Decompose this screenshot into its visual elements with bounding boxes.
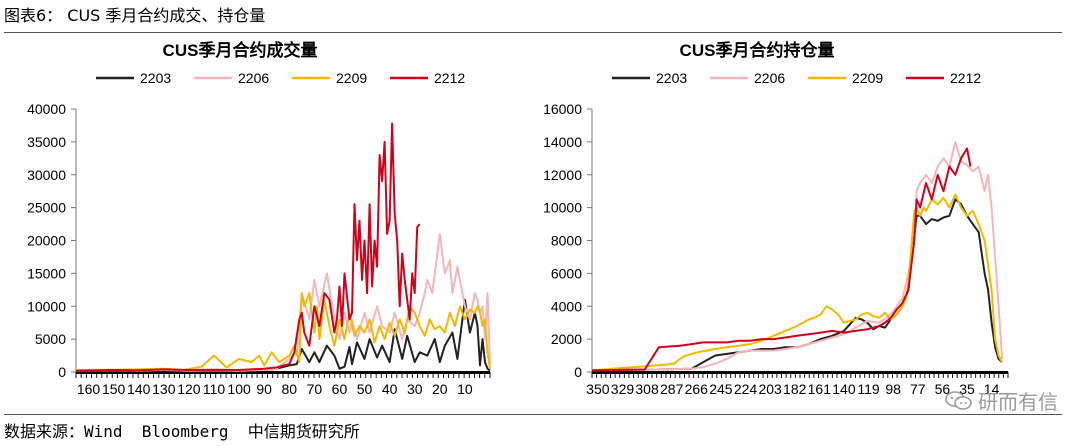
x-tick-label: 60 <box>332 381 348 397</box>
y-tick-label: 12000 <box>543 167 582 183</box>
top-rule <box>4 32 1062 33</box>
legend-label-2212: 2212 <box>950 70 981 86</box>
y-tick-label: 35000 <box>27 134 66 150</box>
x-tick-label: 160 <box>77 381 101 397</box>
chart-title: CUS季月合约成交量 <box>163 40 318 60</box>
x-tick-label: 80 <box>281 381 297 397</box>
x-tick-label: 10 <box>457 381 473 397</box>
legend-label-2206: 2206 <box>238 70 269 86</box>
source-note: 数据来源：Wind Bloomberg 中信期货研究所 <box>4 422 360 441</box>
x-tick-label: 350 <box>586 381 610 397</box>
y-tick-label: 25000 <box>27 200 66 216</box>
series-line-2209 <box>75 292 491 371</box>
legend-label-2203: 2203 <box>140 70 171 86</box>
x-tick-label: 224 <box>734 381 758 397</box>
y-tick-label: 0 <box>574 364 582 380</box>
x-tick-label: 98 <box>885 381 901 397</box>
legend-label-2206: 2206 <box>754 70 785 86</box>
x-tick-label: 130 <box>152 381 176 397</box>
y-tick-label: 20000 <box>27 233 66 249</box>
x-tick-label: 329 <box>611 381 635 397</box>
x-tick-label: 203 <box>758 381 782 397</box>
series-line-2206 <box>591 140 1004 372</box>
x-tick-label: 110 <box>203 381 226 397</box>
x-tick-label: 161 <box>808 381 832 397</box>
series-line-2206 <box>75 232 491 372</box>
x-tick-label: 14 <box>984 381 1000 397</box>
y-tick-label: 10000 <box>543 200 582 216</box>
x-tick-label: 150 <box>102 381 126 397</box>
series-line-2209 <box>591 193 1003 372</box>
x-tick-label: 308 <box>635 381 659 397</box>
series-line-2212 <box>591 147 972 372</box>
y-tick-label: 40000 <box>27 101 66 117</box>
x-tick-label: 70 <box>307 381 323 397</box>
volume-chart: CUS季月合约成交量 2203 2206 2209 2212 0 5000 10000 1500… <box>27 40 491 397</box>
bottom-rule <box>4 414 1062 415</box>
x-tick-label: 90 <box>256 381 272 397</box>
open-interest-chart: CUS季月合约持仓量 2203 2206 2209 2212 0 2000 4000 6000 8… <box>543 40 1009 397</box>
series-line-2212 <box>75 122 421 372</box>
x-tick-label: 182 <box>783 381 807 397</box>
y-tick-label: 8000 <box>551 233 582 249</box>
y-tick-label: 6000 <box>551 265 582 281</box>
y-tick-label: 16000 <box>543 101 582 117</box>
watermark-text: 研而有信 <box>978 390 1058 414</box>
legend-label-2212: 2212 <box>434 70 465 86</box>
legend-label-2209: 2209 <box>336 70 367 86</box>
y-tick-label: 0 <box>58 364 66 380</box>
x-tick-label: 287 <box>660 381 684 397</box>
x-tick-label: 50 <box>357 381 373 397</box>
y-tick-label: 30000 <box>27 167 66 183</box>
y-tick-label: 15000 <box>27 265 66 281</box>
legend-label-2209: 2209 <box>852 70 883 86</box>
x-tick-label: 35 <box>959 381 975 397</box>
y-tick-label: 5000 <box>35 331 66 347</box>
y-tick-label: 14000 <box>543 134 582 150</box>
x-tick-label: 56 <box>935 381 951 397</box>
x-tick-label: 30 <box>407 381 423 397</box>
chart-title: CUS季月合约持仓量 <box>680 40 835 60</box>
x-tick-label: 40 <box>382 381 398 397</box>
x-tick-label: 100 <box>227 381 251 397</box>
y-tick-label: 10000 <box>27 298 66 314</box>
x-tick-label: 77 <box>910 381 926 397</box>
figure-title: 图表6： CUS 季月合约成交、持仓量 <box>4 6 266 25</box>
legend-label-2203: 2203 <box>656 70 687 86</box>
watermark: 研而有信 <box>944 386 1058 415</box>
series-line-2203 <box>591 198 1003 372</box>
x-tick-label: 266 <box>685 381 709 397</box>
x-tick-label: 140 <box>832 381 856 397</box>
y-tick-label: 2000 <box>551 331 582 347</box>
x-tick-label: 120 <box>177 381 201 397</box>
x-tick-label: 119 <box>857 381 880 397</box>
y-tick-label: 4000 <box>551 298 582 314</box>
wechat-icon <box>945 390 972 410</box>
x-tick-label: 140 <box>127 381 151 397</box>
x-tick-label: 245 <box>709 381 733 397</box>
x-tick-label: 20 <box>432 381 448 397</box>
